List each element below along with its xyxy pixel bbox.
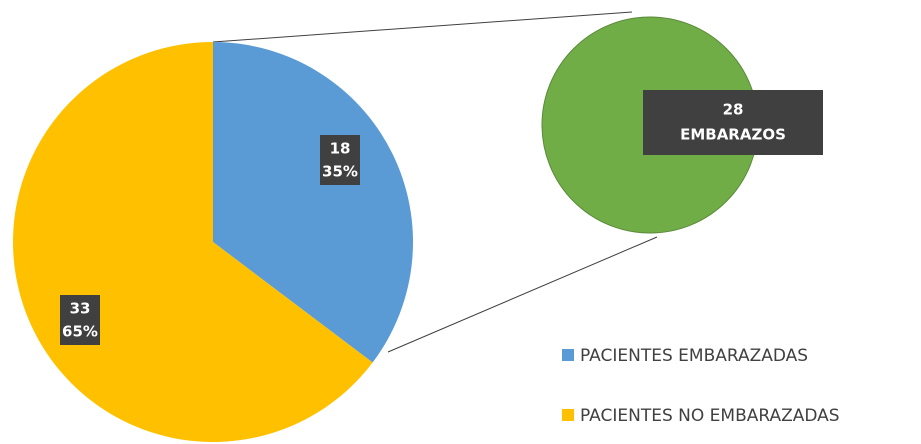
connector — [387, 236, 658, 353]
pie-slice — [213, 42, 413, 363]
data-label: 18 — [330, 140, 351, 158]
data-label: 35% — [322, 163, 358, 181]
data-label-box — [643, 90, 823, 155]
data-label: EMBARAZOS — [680, 126, 786, 144]
legend-swatch — [562, 409, 574, 421]
connector — [212, 11, 633, 43]
data-label-box — [60, 295, 100, 345]
data-label: 65% — [62, 323, 98, 341]
data-label: 33 — [70, 300, 91, 318]
data-label: 28 — [723, 101, 744, 119]
pie-slice — [12, 42, 373, 442]
legend-swatch — [562, 349, 574, 361]
legend-label: PACIENTES EMBARAZADAS — [580, 346, 808, 366]
legend-label: PACIENTES NO EMBARAZADAS — [580, 406, 840, 426]
data-label-box — [320, 135, 360, 185]
